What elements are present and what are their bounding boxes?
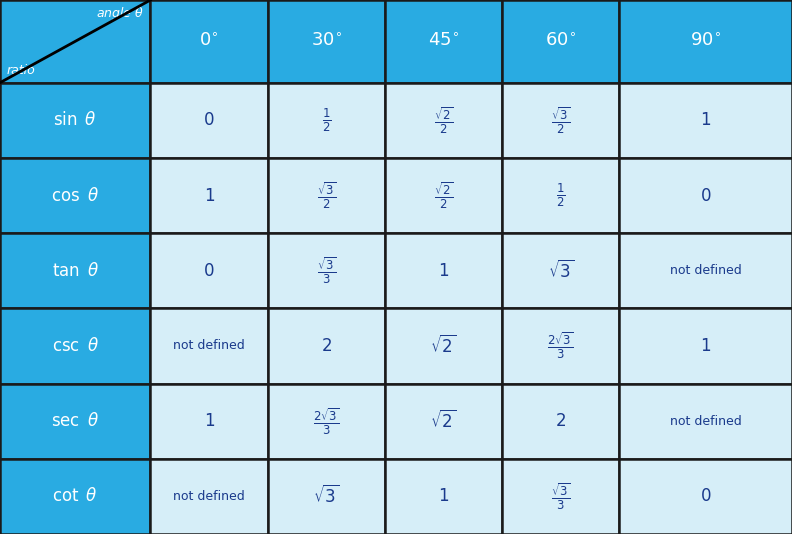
Text: $\frac{\sqrt{3}}{2}$: $\frac{\sqrt{3}}{2}$ xyxy=(551,105,570,136)
Text: $\cos\ \theta$: $\cos\ \theta$ xyxy=(51,186,99,205)
Text: $2$: $2$ xyxy=(555,412,566,430)
Text: ratio: ratio xyxy=(6,65,35,77)
Text: not defined: not defined xyxy=(670,415,741,428)
Bar xyxy=(150,459,268,534)
Bar xyxy=(150,83,268,158)
Bar xyxy=(150,158,268,233)
Bar xyxy=(268,158,385,233)
Bar xyxy=(268,383,385,459)
Text: $\frac{2\sqrt{3}}{3}$: $\frac{2\sqrt{3}}{3}$ xyxy=(547,331,574,362)
Text: $\frac{\sqrt{3}}{3}$: $\frac{\sqrt{3}}{3}$ xyxy=(317,255,336,286)
Text: angle $\theta$: angle $\theta$ xyxy=(96,5,144,22)
Text: $\cot\ \theta$: $\cot\ \theta$ xyxy=(52,488,98,505)
Bar xyxy=(502,0,619,83)
Text: $\sec\ \theta$: $\sec\ \theta$ xyxy=(51,412,99,430)
Text: not defined: not defined xyxy=(173,340,245,352)
Text: $\frac{2\sqrt{3}}{3}$: $\frac{2\sqrt{3}}{3}$ xyxy=(313,406,340,437)
Text: $\sqrt{3}$: $\sqrt{3}$ xyxy=(313,485,340,507)
Bar xyxy=(619,308,792,383)
Bar xyxy=(502,308,619,383)
Text: $0^{\circ}$: $0^{\circ}$ xyxy=(200,33,219,50)
Bar xyxy=(385,383,502,459)
Text: $\frac{\sqrt{2}}{2}$: $\frac{\sqrt{2}}{2}$ xyxy=(434,180,453,211)
Bar xyxy=(268,459,385,534)
Text: $\sqrt{3}$: $\sqrt{3}$ xyxy=(547,260,574,282)
Text: $\frac{\sqrt{3}}{2}$: $\frac{\sqrt{3}}{2}$ xyxy=(317,180,336,211)
Text: $60^{\circ}$: $60^{\circ}$ xyxy=(545,33,577,50)
Bar xyxy=(502,383,619,459)
Bar xyxy=(619,0,792,83)
Bar xyxy=(150,383,268,459)
Bar xyxy=(385,308,502,383)
Text: $0$: $0$ xyxy=(700,186,711,205)
Bar xyxy=(385,0,502,83)
Bar xyxy=(502,233,619,308)
Text: $0$: $0$ xyxy=(204,111,215,129)
Bar xyxy=(619,383,792,459)
Text: $0$: $0$ xyxy=(204,262,215,280)
Bar xyxy=(0,383,150,459)
Bar xyxy=(619,459,792,534)
Bar xyxy=(150,233,268,308)
Bar xyxy=(619,233,792,308)
Bar xyxy=(502,459,619,534)
Text: not defined: not defined xyxy=(173,490,245,503)
Text: $30^{\circ}$: $30^{\circ}$ xyxy=(310,33,342,50)
Text: $\frac{1}{2}$: $\frac{1}{2}$ xyxy=(556,182,565,209)
Bar xyxy=(268,308,385,383)
Text: $90^{\circ}$: $90^{\circ}$ xyxy=(690,33,722,50)
Bar xyxy=(150,308,268,383)
Text: $0$: $0$ xyxy=(700,488,711,505)
Bar xyxy=(0,0,150,83)
Bar xyxy=(0,459,150,534)
Text: $\frac{\sqrt{3}}{3}$: $\frac{\sqrt{3}}{3}$ xyxy=(551,481,570,512)
Bar xyxy=(268,0,385,83)
Text: $1$: $1$ xyxy=(204,412,215,430)
Bar xyxy=(385,233,502,308)
Text: $\tan\ \theta$: $\tan\ \theta$ xyxy=(51,262,99,280)
Bar xyxy=(385,83,502,158)
Text: $\csc\ \theta$: $\csc\ \theta$ xyxy=(51,337,99,355)
Bar xyxy=(0,158,150,233)
Text: $1$: $1$ xyxy=(438,262,449,280)
Text: $2$: $2$ xyxy=(321,337,332,355)
Bar xyxy=(502,158,619,233)
Bar xyxy=(385,459,502,534)
Text: $1$: $1$ xyxy=(700,111,711,129)
Bar xyxy=(268,233,385,308)
Bar xyxy=(0,308,150,383)
Text: $\sqrt{2}$: $\sqrt{2}$ xyxy=(430,410,457,432)
Text: $1$: $1$ xyxy=(700,337,711,355)
Bar xyxy=(0,233,150,308)
Bar xyxy=(619,83,792,158)
Bar xyxy=(385,158,502,233)
Text: $1$: $1$ xyxy=(438,488,449,505)
Text: $\frac{1}{2}$: $\frac{1}{2}$ xyxy=(322,107,331,134)
Bar xyxy=(619,158,792,233)
Text: $45^{\circ}$: $45^{\circ}$ xyxy=(428,33,459,50)
Text: $1$: $1$ xyxy=(204,186,215,205)
Bar xyxy=(268,83,385,158)
Text: $\frac{\sqrt{2}}{2}$: $\frac{\sqrt{2}}{2}$ xyxy=(434,105,453,136)
Bar xyxy=(150,0,268,83)
Text: not defined: not defined xyxy=(670,264,741,277)
Bar xyxy=(0,83,150,158)
Text: $\sin\ \theta$: $\sin\ \theta$ xyxy=(53,111,97,129)
Bar xyxy=(502,83,619,158)
Text: $\sqrt{2}$: $\sqrt{2}$ xyxy=(430,335,457,357)
